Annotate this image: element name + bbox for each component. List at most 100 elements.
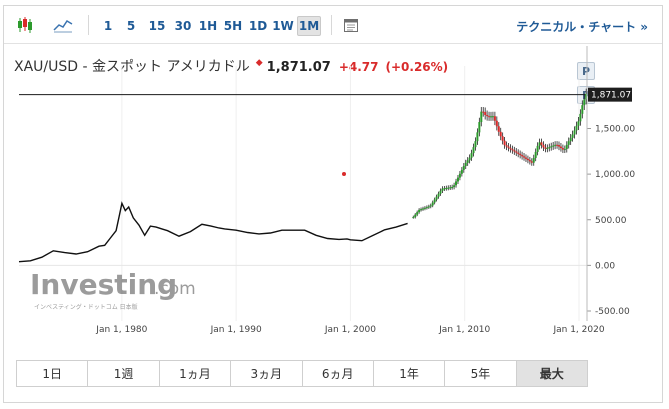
candle-body <box>441 188 444 191</box>
candle-body <box>423 207 426 209</box>
price-change: +4.77 <box>338 60 379 74</box>
y-tick-label: 500.00 <box>595 216 627 226</box>
candle-body <box>431 202 434 206</box>
watermark-suffix: .com <box>154 279 196 299</box>
candle-body <box>480 111 483 123</box>
candle-body <box>464 162 467 167</box>
candle-body <box>536 145 539 152</box>
candle-body <box>554 144 557 146</box>
timeframe-1w[interactable]: 1W <box>272 19 294 33</box>
range-max[interactable]: 最大 <box>516 361 587 386</box>
candle-body <box>425 207 428 209</box>
candle-body <box>575 125 578 131</box>
range-1d[interactable]: 1日 <box>17 361 89 386</box>
price-chart[interactable]: Investing .com インベスティング・ドットコム 日本版 1,500.… <box>4 46 662 356</box>
x-tick-label: Jan 1, 1980 <box>95 325 147 335</box>
candle-body <box>569 137 572 142</box>
timeframe-30[interactable]: 30 <box>174 19 192 33</box>
price-series-line[interactable] <box>18 201 408 263</box>
candle-body <box>482 111 485 113</box>
candle-body <box>488 116 491 118</box>
range-6m[interactable]: 6ヵ月 <box>302 361 374 386</box>
candle-body <box>499 131 502 137</box>
event-dot[interactable] <box>342 172 346 176</box>
candle-body <box>460 169 463 174</box>
candle-body <box>472 147 475 154</box>
candle-body <box>453 185 456 187</box>
timeframe-1d[interactable]: 1D <box>248 19 268 33</box>
candle-body <box>521 155 524 157</box>
candle-body <box>458 173 461 178</box>
x-tick-label: Jan 1, 2000 <box>324 325 376 335</box>
candle-body <box>420 209 423 211</box>
candle-body <box>534 151 537 158</box>
timeframe-1m[interactable]: 1M <box>297 16 321 36</box>
candle-body <box>476 132 479 142</box>
candle-body <box>550 146 553 148</box>
range-1m[interactable]: 1ヵ月 <box>159 361 232 386</box>
chart-widget: 1 5 15 30 1H 5H 1D 1W 1M テクニカル・チャート » XA… <box>3 5 663 403</box>
candle-body <box>526 158 529 161</box>
toolbar-separator <box>88 15 89 35</box>
x-tick-label: Jan 1, 2010 <box>438 325 490 335</box>
timeframe-5h[interactable]: 5H <box>223 19 243 33</box>
candle-body <box>490 116 492 118</box>
candle-body <box>559 146 562 149</box>
candle-body <box>538 142 541 146</box>
live-diamond-icon: ◆ <box>255 58 263 68</box>
candle-body <box>462 166 465 170</box>
candle-body <box>455 181 458 186</box>
price-change-percent: (+0.26%) <box>385 60 449 74</box>
candle-body <box>466 160 469 163</box>
candle-body <box>565 144 568 150</box>
timeframe-5[interactable]: 5 <box>126 19 136 33</box>
candle-body <box>491 116 494 118</box>
candle-body <box>447 187 450 189</box>
candle-body <box>523 156 526 158</box>
timeframe-15[interactable]: 15 <box>148 19 166 33</box>
candle-body <box>524 157 527 159</box>
chart-toolbar: 1 5 15 30 1H 5H 1D 1W 1M テクニカル・チャート » <box>4 6 662 44</box>
candle-body <box>515 151 518 153</box>
candle-body <box>497 126 500 132</box>
candle-body <box>412 217 415 219</box>
candle-body <box>501 136 504 141</box>
candle-body <box>456 177 459 182</box>
candle-body <box>561 148 564 150</box>
candle-body <box>445 187 448 189</box>
p-marker[interactable]: P <box>577 62 595 80</box>
line-chart-icon[interactable] <box>52 14 74 36</box>
technical-chart-link[interactable]: テクニカル・チャート » <box>516 20 648 34</box>
y-tick-label: 1,500.00 <box>595 125 635 135</box>
candle-body <box>429 205 432 207</box>
candle-body <box>540 142 543 145</box>
candle-body <box>505 145 508 147</box>
candle-body <box>532 157 535 163</box>
candle-body <box>567 141 570 145</box>
candle-body <box>427 206 430 208</box>
candle-body <box>418 209 421 213</box>
candle-body <box>433 199 436 203</box>
range-1y[interactable]: 1年 <box>373 361 446 386</box>
timeframe-1[interactable]: 1 <box>103 19 113 33</box>
candle-body <box>511 149 514 151</box>
timeframe-1h[interactable]: 1H <box>198 19 218 33</box>
x-axis: Jan 1, 1980 Jan 1, 1990 Jan 1, 2000 Jan 1, … <box>95 325 605 335</box>
calendar-icon[interactable] <box>340 14 362 36</box>
candle-body <box>528 160 531 162</box>
candle-body <box>509 147 512 150</box>
range-5y[interactable]: 5年 <box>445 361 517 386</box>
candle-body <box>474 141 477 148</box>
candle-body <box>546 147 549 149</box>
candle-body <box>563 149 566 151</box>
candle-body <box>519 153 522 156</box>
y-tick-label: 1,000.00 <box>595 170 635 180</box>
range-1w[interactable]: 1週 <box>88 361 160 386</box>
candle-body <box>579 113 582 122</box>
candle-body <box>585 93 588 100</box>
candle-body <box>493 116 496 121</box>
candlestick-chart-icon[interactable] <box>14 14 36 36</box>
range-3m[interactable]: 3ヵ月 <box>231 361 303 386</box>
candles-group <box>412 88 588 219</box>
range-selector: 1日 1週 1ヵ月 3ヵ月 6ヵ月 1年 5年 最大 <box>16 360 588 387</box>
